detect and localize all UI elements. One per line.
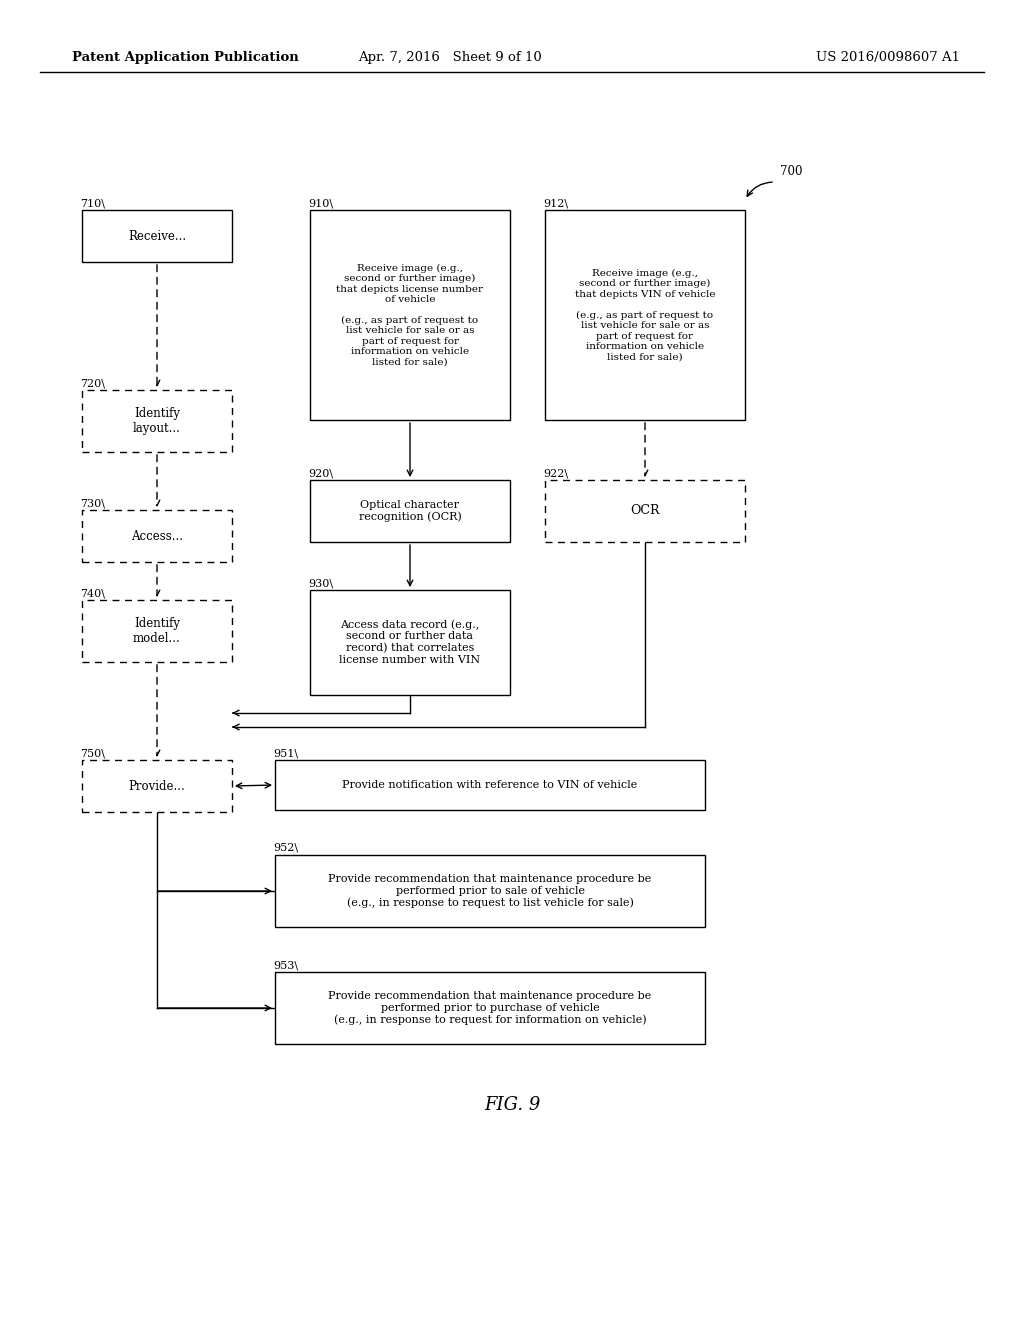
- Bar: [82, 210, 232, 261]
- Text: Receive...: Receive...: [128, 230, 186, 243]
- Text: Provide recommendation that maintenance procedure be
performed prior to purchase: Provide recommendation that maintenance …: [329, 991, 651, 1024]
- Text: Provide recommendation that maintenance procedure be
performed prior to sale of : Provide recommendation that maintenance …: [329, 874, 651, 908]
- Text: Optical character
recognition (OCR): Optical character recognition (OCR): [358, 500, 462, 523]
- Text: FIG. 9: FIG. 9: [483, 1096, 541, 1114]
- Text: 922\: 922\: [543, 469, 568, 478]
- Text: 750\: 750\: [80, 748, 105, 758]
- Text: Provide notification with reference to VIN of vehicle: Provide notification with reference to V…: [342, 780, 638, 789]
- Text: Apr. 7, 2016   Sheet 9 of 10: Apr. 7, 2016 Sheet 9 of 10: [358, 51, 542, 65]
- Bar: [82, 389, 232, 451]
- Text: Access data record (e.g.,
second or further data
record) that correlates
license: Access data record (e.g., second or furt…: [339, 619, 480, 665]
- Text: 730\: 730\: [80, 498, 105, 508]
- Bar: [545, 210, 745, 420]
- Text: Identify
model...: Identify model...: [133, 616, 181, 645]
- Bar: [275, 760, 705, 810]
- Bar: [545, 480, 745, 543]
- Text: Provide...: Provide...: [129, 780, 185, 792]
- Text: 912\: 912\: [543, 198, 568, 209]
- Text: 700: 700: [780, 165, 803, 178]
- Text: Patent Application Publication: Patent Application Publication: [72, 51, 299, 65]
- Bar: [275, 972, 705, 1044]
- Bar: [82, 601, 232, 663]
- Bar: [310, 590, 510, 696]
- Text: 740\: 740\: [80, 587, 105, 598]
- Text: 952\: 952\: [273, 843, 298, 853]
- Text: US 2016/0098607 A1: US 2016/0098607 A1: [816, 51, 961, 65]
- Bar: [82, 510, 232, 562]
- Text: Identify
layout...: Identify layout...: [133, 407, 181, 436]
- Text: Receive image (e.g.,
second or further image)
that depicts VIN of vehicle

(e.g.: Receive image (e.g., second or further i…: [574, 269, 715, 362]
- Text: OCR: OCR: [630, 504, 659, 517]
- Text: 953\: 953\: [273, 960, 298, 970]
- Text: 951\: 951\: [273, 748, 298, 758]
- Text: Access...: Access...: [131, 529, 183, 543]
- Text: 710\: 710\: [80, 198, 105, 209]
- Bar: [275, 855, 705, 927]
- Bar: [310, 480, 510, 543]
- Text: 910\: 910\: [308, 198, 333, 209]
- Text: Receive image (e.g.,
second or further image)
that depicts license number
of veh: Receive image (e.g., second or further i…: [337, 264, 483, 367]
- Bar: [310, 210, 510, 420]
- Text: 720\: 720\: [80, 378, 105, 388]
- Text: 930\: 930\: [308, 578, 333, 587]
- Bar: [82, 760, 232, 812]
- Text: 920\: 920\: [308, 469, 333, 478]
